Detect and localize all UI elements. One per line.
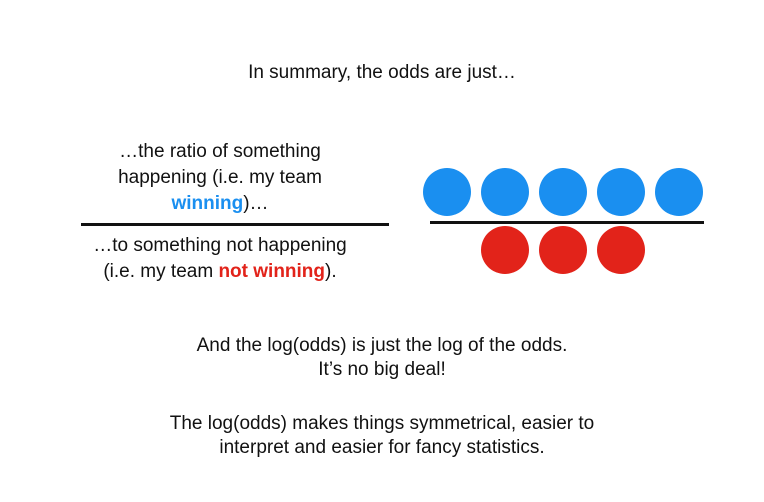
dots-fraction-bar: [430, 221, 704, 224]
winning-dot: [539, 168, 587, 216]
denominator-prefix: (i.e. my team: [103, 261, 219, 282]
denominator-text: …to something not happening (i.e. my tea…: [40, 233, 400, 285]
winning-dot: [597, 168, 645, 216]
summary-line-2: It’s no big deal!: [318, 359, 446, 380]
odds-dot-diagram: [420, 168, 710, 288]
slide-title: In summary, the odds are just…: [248, 62, 516, 83]
numerator-line-3: winning)…: [40, 191, 400, 217]
summary-line-4: interpret and easier for fancy statistic…: [219, 437, 545, 458]
winning-highlight: winning: [171, 193, 244, 214]
losing-dot: [539, 226, 587, 274]
numerator-text: …the ratio of something happening (i.e. …: [40, 139, 400, 217]
losing-dot: [481, 226, 529, 274]
winning-dot: [655, 168, 703, 216]
winning-dot: [481, 168, 529, 216]
losing-dot: [597, 226, 645, 274]
denominator-line-2: (i.e. my team not winning).: [40, 259, 400, 285]
summary-block-2: The log(odds) makes things symmetrical, …: [0, 412, 764, 460]
denominator-tail: ).: [325, 261, 337, 282]
numerator-line-2: happening (i.e. my team: [118, 167, 322, 188]
summary-block: And the log(odds) is just the log of the…: [0, 334, 764, 382]
not-winning-highlight: not winning: [218, 261, 326, 282]
numerator-tail: )…: [243, 193, 269, 214]
denominator-line-1: …to something not happening: [93, 235, 347, 256]
numerator-line-1: …the ratio of something: [119, 141, 321, 162]
fraction-bar: [81, 223, 389, 226]
summary-line-1: And the log(odds) is just the log of the…: [196, 335, 568, 356]
summary-line-3: The log(odds) makes things symmetrical, …: [169, 413, 595, 434]
winning-dot: [423, 168, 471, 216]
